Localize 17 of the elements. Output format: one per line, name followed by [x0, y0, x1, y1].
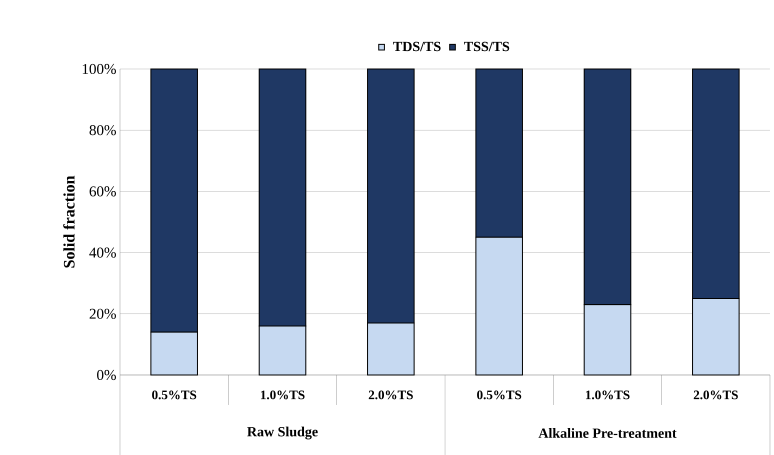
- x-tick-label: 2.0%TS: [368, 390, 413, 400]
- y-tick-label: 0%: [97, 370, 116, 380]
- y-axis-title: Solid fraction: [63, 176, 75, 268]
- x-tick-label: 0.5%TS: [477, 390, 522, 400]
- y-tick-label: 100%: [82, 64, 116, 74]
- x-tick-label: 1.0%TS: [586, 390, 630, 400]
- x-tick-label: 2.0%TS: [694, 390, 738, 400]
- legend-label: TSS/TS: [464, 42, 510, 52]
- x-tick-label: 1.0%TS: [260, 390, 305, 400]
- x-tick-label: 0.5%TS: [152, 390, 196, 400]
- legend-label: TDS/TS: [393, 42, 441, 52]
- y-tick-label: 40%: [89, 248, 116, 258]
- y-tick-label: 60%: [90, 186, 116, 196]
- text: Raw Sludge: [247, 426, 318, 440]
- y-tick-label: 20%: [90, 308, 116, 319]
- text: Alkaline Pre-treatment: [538, 428, 677, 438]
- y-tick-label: 80%: [90, 125, 116, 136]
